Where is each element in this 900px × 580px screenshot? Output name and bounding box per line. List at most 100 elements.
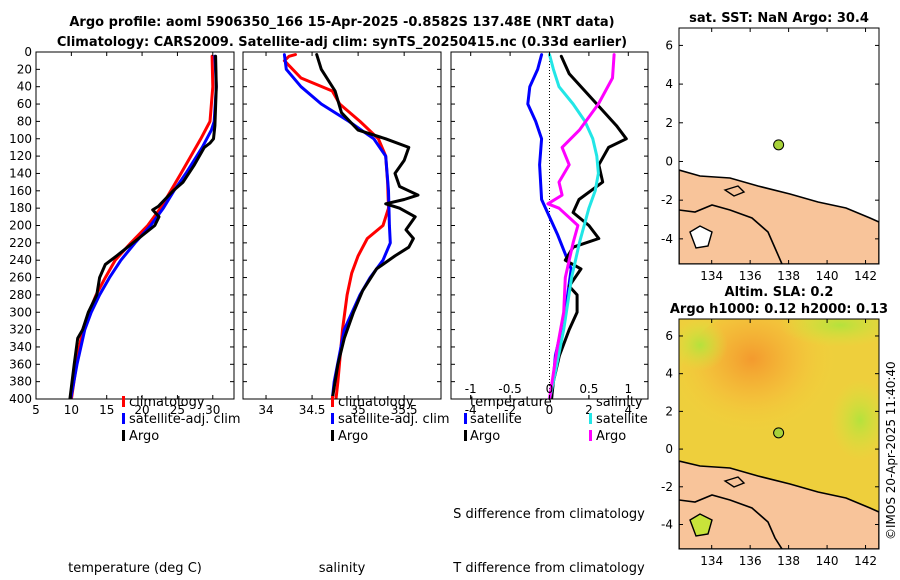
salinity-series-argo [315, 53, 420, 399]
sla-map-xtick-label: 140 [816, 554, 839, 568]
sst-map-ytick-label: 4 [665, 77, 673, 91]
figure-title-line2: Climatology: CARS2009. Satellite-adj cli… [57, 35, 627, 50]
depth-tick-label: 260 [9, 271, 32, 285]
imos-credit: ©IMOS 20-Apr-2025 11:40:40 [884, 361, 898, 540]
depth-tick-label: 20 [17, 62, 32, 76]
temperature-series-satellite-adj-clim [69, 54, 218, 399]
difference-xtick-label: -2 [504, 403, 516, 417]
temperature-xtick-label: 30 [205, 403, 220, 417]
legend-label-t-satellite: satellite [470, 412, 522, 427]
sla-map-ytick-label: 2 [665, 404, 673, 418]
top-xtick-label: -0.5 [498, 382, 521, 396]
legend-label-climatology: climatology [338, 395, 414, 410]
top-xtick-label: -1 [465, 382, 477, 396]
sst-map-panel: sat. SST: NaN Argo: 30.4 134 136 138 140 142… [661, 11, 880, 283]
t-difference-xlabel: T difference from climatology [452, 561, 645, 576]
sla-map-xtick-label: 142 [854, 554, 877, 568]
legend-label-s-argo: Argo [596, 429, 626, 444]
temperature-xlabel: temperature (deg C) [68, 561, 202, 576]
depth-tick-label: 380 [9, 375, 32, 389]
temperature-xtick-label: 15 [99, 403, 114, 417]
depth-tick-label: 200 [9, 219, 32, 233]
sst-map-xtick-label: 140 [816, 269, 839, 283]
salinity-panel: 34 34.5 35 35.5 salinity climatology satell… [242, 51, 450, 576]
sst-map-float-position [773, 139, 785, 151]
legend-head-temperature: temperature [470, 395, 552, 410]
salinity-series-satellite-adj-clim [282, 53, 392, 399]
legend-marker-climatology [331, 396, 334, 407]
bird-head-peninsula [679, 204, 783, 264]
depth-tick-label: 400 [9, 392, 32, 406]
depth-tick-label: 360 [9, 357, 32, 371]
depth-tick-label: 280 [9, 288, 32, 302]
legend-marker-satellite-adj [122, 413, 125, 424]
top-xtick-label: 1 [624, 382, 632, 396]
sla-map-xtick-label: 136 [739, 554, 762, 568]
depth-tick-label: 120 [9, 149, 32, 163]
salinity-xtick-label: 35.5 [391, 403, 418, 417]
salinity-xlabel: salinity [319, 561, 366, 576]
sla-map-ytick-label: 4 [665, 367, 673, 381]
temperature-xtick-label: 10 [64, 403, 79, 417]
temperature-xtick-label: 5 [32, 403, 40, 417]
sst-map-xtick-label: 138 [777, 269, 800, 283]
salinity-legend: climatology satellite-adj. clim Argo [331, 395, 450, 444]
legend-label-argo: Argo [338, 429, 368, 444]
temperature-axes-box [35, 51, 235, 400]
sla-map-ytick-label: -2 [661, 480, 673, 494]
sla-map-subtitle: Argo h1000: 0.12 h2000: 0.13 [670, 302, 888, 317]
sst-map-xtick-label: 136 [739, 269, 762, 283]
top-xtick-label: 0.5 [579, 382, 598, 396]
difference-xtick-label: 2 [585, 403, 593, 417]
difference-panel: -4 -2 0 2 4 -1 -0.5 0 0.5 1 T difference from cli… [450, 51, 649, 576]
temperature-series-argo [68, 54, 218, 399]
difference-series-s-satellite [548, 53, 600, 399]
temperature-xtick-label: 25 [170, 403, 185, 417]
sst-map-ytick-label: -2 [661, 193, 673, 207]
s-difference-top-xlabel: S difference from climatology [453, 507, 645, 522]
sst-map-xtick-label: 142 [854, 269, 877, 283]
sst-map-axes-box [678, 27, 880, 265]
difference-series-s-argo [546, 53, 616, 399]
legend-marker-argo [331, 430, 334, 441]
sla-map-ytick-label: -4 [661, 517, 673, 531]
sla-map-panel: Altim. SLA: 0.2 Argo h1000: 0.12 h2000: … [661, 285, 888, 568]
sla-map-float-position [773, 427, 785, 439]
bintuni-bay [689, 225, 713, 249]
legend-marker-satellite-adj [331, 413, 334, 424]
sla-map-xtick-label: 134 [700, 554, 723, 568]
legend-label-s-satellite: satellite [596, 412, 648, 427]
legend-marker-s-argo [589, 430, 592, 441]
legend-label-t-argo: Argo [470, 429, 500, 444]
salinity-xtick-label: 34 [258, 403, 273, 417]
legend-label-satellite-adj: satellite-adj. clim [129, 412, 241, 427]
difference-series-t-argo [550, 54, 628, 399]
temperature-legend: climatology satellite-adj. clim Argo [122, 395, 241, 444]
sst-map-title: sat. SST: NaN Argo: 30.4 [689, 11, 869, 26]
sst-map-xtick-label: 134 [700, 269, 723, 283]
sla-map-axes-box [678, 318, 880, 550]
legend-marker-climatology [122, 396, 125, 407]
legend-marker-t-satellite [464, 413, 467, 424]
legend-marker-s-satellite [589, 413, 592, 424]
difference-legend: temperature satellite Argo salinity sate… [464, 395, 648, 444]
legend-marker-t-argo [464, 430, 467, 441]
legend-label-climatology: climatology [129, 395, 205, 410]
legend-label-satellite-adj: satellite-adj. clim [338, 412, 450, 427]
figure-title-line1: Argo profile: aoml 5906350_166 15-Apr-20… [69, 15, 614, 30]
temperature-panel: 5 10 15 20 25 3002040608010012014016018020022… [9, 45, 241, 576]
sst-map-ytick-label: 6 [665, 38, 673, 52]
depth-tick-label: 220 [9, 236, 32, 250]
depth-tick-label: 80 [17, 114, 32, 128]
depth-tick-label: 340 [9, 340, 32, 354]
sla-map-ytick-label: 0 [665, 442, 673, 456]
salinity-series-climatology [282, 53, 390, 399]
depth-tick-label: 0 [24, 45, 32, 59]
legend-marker-argo [122, 430, 125, 441]
difference-xtick-label: 0 [546, 403, 554, 417]
depth-tick-label: 60 [17, 97, 32, 111]
legend-label-argo: Argo [129, 429, 159, 444]
sla-map-xtick-label: 138 [777, 554, 800, 568]
sla-map-title: Altim. SLA: 0.2 [725, 285, 834, 300]
